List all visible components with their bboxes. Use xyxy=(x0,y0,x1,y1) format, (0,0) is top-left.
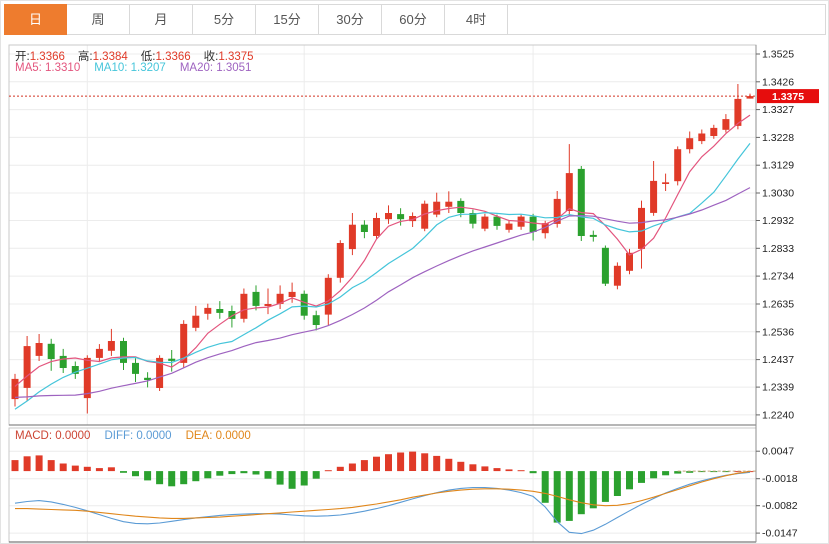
tab-30min[interactable]: 30分 xyxy=(319,4,382,35)
ma20-line xyxy=(14,187,751,398)
diff-line xyxy=(14,471,751,535)
axis-label: -0.0147 xyxy=(762,528,798,540)
price-axis: 1.3525 1.3426 1.3327 1.3228 1.3129 1.3030 1.29… xyxy=(756,49,798,540)
current-price-value: 1.3375 xyxy=(772,91,804,103)
tabbar-filler xyxy=(508,4,826,35)
axis-label: 1.3030 xyxy=(762,188,794,200)
axis-label: 1.3228 xyxy=(762,132,794,144)
ma10-line xyxy=(14,143,751,410)
ma-lines-layer xyxy=(14,114,751,410)
pane-borders xyxy=(8,44,757,543)
axis-label: 1.3525 xyxy=(762,49,794,61)
timeframe-tabbar: 日 周 月 5分 15分 30分 60分 4时 xyxy=(4,4,826,35)
macd-histogram-layer xyxy=(11,451,754,523)
axis-label: 1.2932 xyxy=(762,215,794,227)
axis-label: 1.2734 xyxy=(762,271,794,283)
axis-label: 1.2635 xyxy=(762,299,794,311)
axis-label: 1.2240 xyxy=(762,409,794,421)
current-price-tag: 1.3375 xyxy=(757,89,819,104)
candles-layer xyxy=(11,84,754,414)
axis-label: 1.3426 xyxy=(762,76,794,88)
axis-label: 1.2339 xyxy=(762,382,794,394)
axis-label: -0.0018 xyxy=(762,473,798,485)
axis-label: 1.2437 xyxy=(762,354,794,366)
axis-label: -0.0082 xyxy=(762,500,798,512)
axis-label: 1.2536 xyxy=(762,326,794,338)
axis-label: 1.3129 xyxy=(762,160,794,172)
dea-line xyxy=(15,470,751,519)
tab-month[interactable]: 月 xyxy=(130,4,193,35)
macd-lines-layer xyxy=(14,470,751,535)
tab-4hour[interactable]: 4时 xyxy=(445,4,508,35)
axis-label: 1.3327 xyxy=(762,104,794,116)
tab-week[interactable]: 周 xyxy=(67,4,130,35)
axis-label: 0.0047 xyxy=(762,446,794,458)
tab-5min[interactable]: 5分 xyxy=(193,4,256,35)
axis-label: 1.2833 xyxy=(762,243,794,255)
gridlines xyxy=(9,45,756,542)
tab-15min[interactable]: 15分 xyxy=(256,4,319,35)
tab-day[interactable]: 日 xyxy=(4,4,67,35)
tab-60min[interactable]: 60分 xyxy=(382,4,445,35)
